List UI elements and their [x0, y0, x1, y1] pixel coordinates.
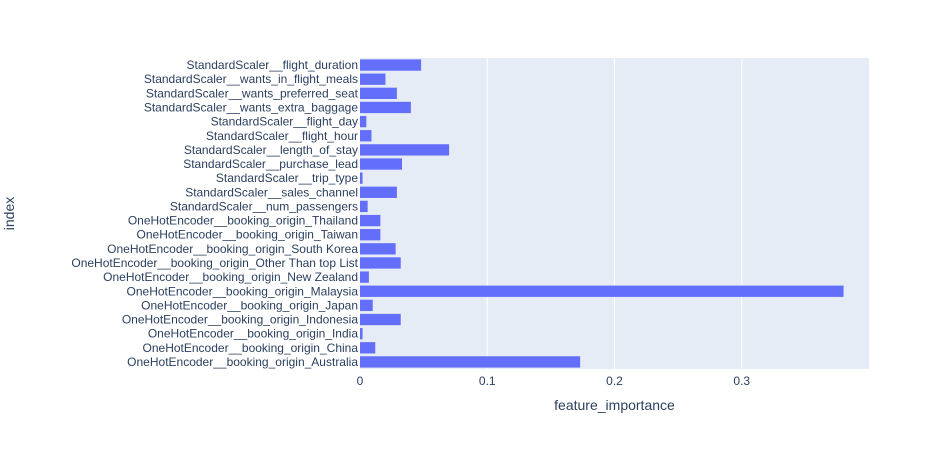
y-tick-label: StandardScaler__num_passengers — [170, 199, 358, 213]
bar-15 — [360, 271, 369, 283]
bar-20 — [360, 342, 376, 354]
y-tick-label: StandardScaler__flight_duration — [187, 58, 358, 72]
bar-2 — [360, 87, 397, 99]
x-tick-label: 0 — [357, 374, 364, 388]
bar-13 — [360, 243, 396, 255]
bar-1 — [360, 73, 386, 85]
bar-7 — [360, 158, 402, 170]
bar-0 — [360, 59, 422, 71]
y-tick-label: OneHotEncoder__booking_origin_India — [148, 327, 358, 341]
bar-9 — [360, 186, 397, 198]
bar-18 — [360, 313, 401, 326]
y-tick-label: OneHotEncoder__booking_origin_South Kore… — [107, 242, 358, 256]
y-tick-label: OneHotEncoder__booking_origin_Australia — [127, 355, 358, 369]
y-tick-label: StandardScaler__purchase_lead — [183, 157, 358, 171]
y-tick-label: OneHotEncoder__booking_origin_Other Than… — [71, 256, 358, 270]
y-tick-label: StandardScaler__length_of_stay — [184, 143, 358, 157]
x-tick-label: 0.3 — [733, 374, 750, 388]
y-tick-label: StandardScaler__wants_in_flight_meals — [144, 72, 358, 86]
y-tick-label: OneHotEncoder__booking_origin_Thailand — [128, 214, 358, 228]
bar-17 — [360, 299, 373, 312]
y-tick-label: StandardScaler__sales_channel — [185, 185, 358, 199]
bar-16 — [360, 285, 844, 297]
bar-11 — [360, 214, 381, 227]
bar-21 — [360, 356, 581, 368]
y-tick-label: OneHotEncoder__booking_origin_Malaysia — [127, 284, 359, 298]
y-tick-label: StandardScaler__flight_day — [211, 115, 358, 129]
x-tick-label: 0.1 — [479, 374, 496, 388]
y-tick-label: OneHotEncoder__booking_origin_Taiwan — [137, 228, 358, 242]
y-tick-label: StandardScaler__wants_preferred_seat — [146, 86, 359, 100]
y-tick-label: OneHotEncoder__booking_origin_New Zealan… — [103, 270, 358, 284]
bars — [360, 59, 844, 368]
gridlines — [486, 58, 743, 369]
y-tick-label: OneHotEncoder__booking_origin_Indonesia — [122, 313, 359, 327]
bar-4 — [360, 115, 367, 128]
y-tick-labels: StandardScaler__flight_durationStandardS… — [71, 58, 358, 369]
bar-14 — [360, 257, 401, 269]
bar-5 — [360, 130, 372, 142]
x-tick-label: 0.2 — [606, 374, 623, 388]
y-tick-label: OneHotEncoder__booking_origin_China — [143, 341, 359, 355]
y-tick-label: StandardScaler__flight_hour — [206, 129, 358, 143]
bar-10 — [360, 200, 368, 213]
x-tick-labels: 0 0.1 0.2 0.3 — [357, 374, 751, 388]
bar-6 — [360, 144, 450, 156]
bar-12 — [360, 229, 381, 241]
y-tick-label: StandardScaler__trip_type — [216, 171, 358, 185]
y-tick-label: StandardScaler__wants_extra_baggage — [144, 100, 358, 114]
bar-19 — [360, 328, 363, 340]
y-tick-label: OneHotEncoder__booking_origin_Japan — [141, 298, 358, 312]
bar-3 — [360, 101, 411, 114]
y-axis-title: index — [1, 197, 17, 230]
bar-8 — [360, 172, 363, 184]
x-axis-title: feature_importance — [554, 397, 675, 413]
